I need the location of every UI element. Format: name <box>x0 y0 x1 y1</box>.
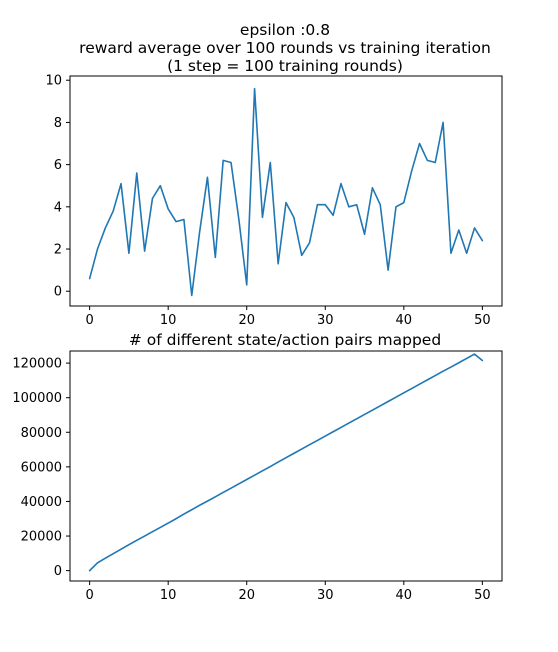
reward-chart: 0 10 20 30 40 50 0 2 4 6 8 10 <box>45 74 503 328</box>
y-tick-label: 80000 <box>21 426 62 441</box>
figure-title-line-1: epsilon :0.8 <box>240 21 330 39</box>
x-tick-label: 50 <box>474 313 491 328</box>
y-tick-label: 60000 <box>21 460 62 475</box>
state-action-chart: 0 10 20 30 40 50 0 20000 40000 60000 80000 100000 12… <box>12 350 503 603</box>
y-tick-label: 20000 <box>21 530 62 545</box>
y-tick-label: 2 <box>54 243 62 258</box>
y-tick-label: 40000 <box>21 495 62 510</box>
y-tick-label: 0 <box>54 564 62 579</box>
x-tick-label: 50 <box>474 588 491 603</box>
x-tick-label: 30 <box>317 588 334 603</box>
y-tick-label: 100000 <box>12 391 62 406</box>
x-tick-label: 0 <box>85 588 93 603</box>
y-tick-label: 120000 <box>12 357 62 372</box>
x-tick-label: 20 <box>238 588 255 603</box>
x-tick-label: 10 <box>160 588 177 603</box>
state-action-chart-title: # of different state/action pairs mapped <box>129 331 441 349</box>
y-tick-label: 10 <box>45 74 62 89</box>
y-tick-label: 0 <box>54 285 62 300</box>
x-tick-label: 10 <box>160 313 177 328</box>
x-tick-label: 30 <box>317 313 334 328</box>
plot-frame <box>69 75 503 307</box>
y-tick-label: 6 <box>54 158 62 173</box>
x-tick-label: 20 <box>238 313 255 328</box>
x-tick-label: 0 <box>85 313 93 328</box>
figure-title-line-2: reward average over 100 rounds vs traini… <box>79 39 491 57</box>
y-tick-label: 4 <box>54 200 62 215</box>
plot-frame <box>69 350 503 582</box>
series-line-0 <box>88 353 484 572</box>
x-tick-label: 40 <box>396 313 413 328</box>
y-tick-label: 8 <box>54 116 62 131</box>
figure-title-line-3: (1 step = 100 training rounds) <box>167 57 403 75</box>
x-tick-label: 40 <box>396 588 413 603</box>
series-line-0 <box>88 87 484 297</box>
